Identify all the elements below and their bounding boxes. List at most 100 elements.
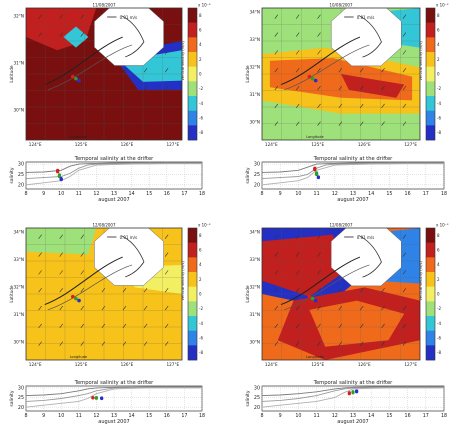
velocity-arrow (59, 85, 63, 91)
velocity-arrow (274, 288, 279, 293)
contour-region (119, 50, 182, 82)
colorbar-tick-label: 6 (437, 27, 440, 32)
lon-tick-label: 124°E (29, 142, 42, 147)
velocity-arrow (59, 305, 63, 311)
lat-tick-label: 30°N (249, 120, 260, 125)
velocity-arrow (338, 68, 343, 73)
velocity-arrow (59, 103, 63, 109)
map-panel-a: 0.01 m/s 11/08/2007 124°E 125°E 126°E 127°E Lo… (9, 3, 211, 148)
salinity-y-tick-label: 25 (18, 172, 24, 178)
scale-arrow-label: 0.01 m/s (357, 15, 375, 20)
velocity-arrow (295, 341, 300, 346)
map-panel-d: 0.01 m/s 12/08/2007 124°E 125°E 126°E 127°E Lo… (245, 223, 449, 368)
colorbar-segment (426, 37, 435, 53)
salinity-drifter-point (91, 395, 95, 400)
salinity-title: Temporal salinity at the drifter (313, 156, 393, 162)
colorbar-tick-label: 6 (437, 247, 440, 252)
velocity-arrow (402, 270, 407, 275)
salinity-xlabel: august 2007 (98, 197, 129, 203)
colorbar-tick-label: 8 (199, 233, 202, 238)
colorbar-segment (188, 345, 197, 361)
lon-tick-label: 125°E (311, 362, 324, 367)
colorbar-tick-label: -6 (199, 115, 203, 120)
velocity-arrow (101, 288, 106, 293)
lon-tick-label: 126°E (358, 362, 371, 367)
lat-tick-label: 31°N (249, 312, 260, 317)
salinity-x-tick-label: 10 (58, 191, 64, 197)
colorbar-tick-label: -6 (199, 335, 203, 340)
map-ylabel: Latitude (9, 65, 14, 83)
colorbar-tick-label: 4 (437, 42, 440, 47)
velocity-arrow (274, 85, 279, 91)
colorbar-tick-label: -2 (199, 86, 203, 91)
lat-tick-label: 34°N (249, 10, 260, 15)
salinity-x-tick-label: 12 (332, 191, 338, 197)
salinity-x-tick-label: 11 (76, 413, 82, 419)
colorbar-segment (426, 228, 435, 243)
colorbar-segment (426, 96, 435, 111)
colorbar-tick-label: -4 (199, 101, 203, 106)
scale-arrow-label: 0.01 m/s (357, 235, 375, 240)
salinity-y-tick-label: 25 (254, 395, 260, 401)
velocity-arrow (402, 68, 407, 73)
colorbar-tick-label: 0 (199, 71, 202, 76)
salinity-x-tick-label: 15 (146, 191, 152, 197)
colorbar-tick-label: 8 (437, 233, 440, 238)
salinity-x-tick-label: 15 (386, 413, 392, 419)
salinity-drifter-point (313, 166, 317, 170)
lon-tick-label: 126°E (358, 142, 371, 147)
velocity-arrow (59, 68, 63, 73)
velocity-arrow (359, 288, 364, 293)
velocity-arrow (80, 50, 85, 55)
colorbar-tick-label: -4 (437, 101, 441, 106)
velocity-arrow (101, 85, 106, 91)
drifter-marker (310, 76, 315, 81)
salinity-series-line (261, 386, 444, 402)
map-field-a (26, 8, 182, 140)
salinity-series-line (25, 162, 202, 180)
land-region (330, 8, 402, 67)
velocity-arrow (274, 252, 279, 257)
colorbar-tick-label: 0 (437, 291, 440, 296)
colorbar-exponent: x 10⁻³ (198, 3, 211, 8)
colorbar-segment (188, 8, 197, 23)
colorbar-segment (426, 286, 435, 302)
drifter-trajectory (284, 44, 370, 91)
velocity-arrow (80, 323, 85, 329)
velocity-arrow (295, 252, 300, 257)
colorbar-tick-label: -2 (437, 86, 441, 91)
salinity-xlabel: august 2007 (98, 419, 129, 425)
salinity-series-line (261, 386, 444, 397)
velocity-arrow (402, 234, 407, 239)
velocity-arrow (274, 234, 279, 239)
velocity-arrow (381, 341, 385, 346)
colorbar-segment (188, 81, 197, 97)
colorbar-segment (188, 96, 197, 111)
lat-tick-label: 33°N (13, 257, 24, 262)
velocity-arrow (338, 288, 343, 293)
velocity-arrow (381, 323, 385, 329)
coastline (358, 235, 382, 278)
lat-tick-label: 31°N (13, 312, 24, 317)
velocity-arrow (295, 305, 300, 311)
lat-tick-label: 31°N (249, 92, 260, 97)
map-ylabel: Latitude (245, 65, 250, 83)
velocity-arrow (143, 323, 148, 329)
velocity-arrow (381, 305, 385, 311)
colorbar-tick-label: 4 (199, 42, 202, 47)
salinity-x-tick-label: 8 (260, 191, 263, 197)
colorbar-tick-label: -4 (437, 321, 441, 326)
colorbar-tick-label: -2 (199, 306, 203, 311)
salinity-drifter-point (100, 396, 104, 400)
velocity-arrow (359, 323, 364, 329)
velocity-arrow (274, 305, 279, 311)
salinity-x-tick-label: 11 (76, 191, 82, 197)
salinity-panel-b: Temporal salinity at the drifter 8 9 10 11 12… (245, 156, 447, 203)
velocity-arrow (101, 305, 106, 311)
colorbar-tick-label: -8 (437, 350, 441, 355)
salinity-panel-c: Temporal salinity at the drifter 8 9 10 11 12… (9, 380, 205, 425)
velocity-arrow (274, 103, 279, 109)
scale-arrow-label: 0.01 m/s (120, 235, 138, 240)
velocity-arrow (295, 68, 300, 73)
colorbar-tick-label: 0 (437, 71, 440, 76)
